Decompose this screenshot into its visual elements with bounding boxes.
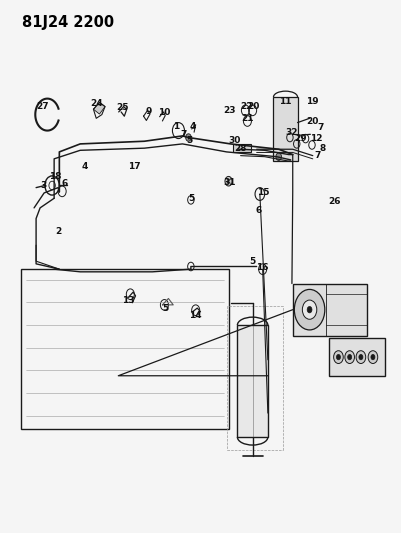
Circle shape bbox=[356, 351, 366, 364]
Text: 25: 25 bbox=[116, 103, 129, 112]
Circle shape bbox=[186, 134, 191, 141]
Polygon shape bbox=[293, 284, 367, 336]
Text: 7: 7 bbox=[180, 130, 187, 139]
Text: 3: 3 bbox=[40, 181, 47, 190]
Text: 21: 21 bbox=[241, 114, 254, 123]
Text: 11: 11 bbox=[279, 97, 292, 106]
Polygon shape bbox=[93, 102, 105, 114]
Text: 26: 26 bbox=[328, 197, 341, 206]
Circle shape bbox=[359, 354, 363, 360]
Text: 22: 22 bbox=[240, 102, 253, 111]
Circle shape bbox=[307, 306, 312, 313]
Polygon shape bbox=[237, 325, 268, 437]
Text: 10: 10 bbox=[158, 109, 170, 117]
Circle shape bbox=[336, 354, 340, 360]
Text: 5: 5 bbox=[249, 257, 256, 265]
Text: 18: 18 bbox=[49, 173, 62, 181]
Text: 5: 5 bbox=[162, 304, 169, 312]
Text: 7: 7 bbox=[315, 151, 321, 160]
Text: 6: 6 bbox=[255, 206, 262, 214]
Text: 6: 6 bbox=[62, 179, 68, 188]
Text: 5: 5 bbox=[186, 136, 192, 144]
Text: 5: 5 bbox=[188, 194, 194, 203]
Polygon shape bbox=[233, 144, 251, 152]
Text: 15: 15 bbox=[257, 189, 269, 197]
Circle shape bbox=[371, 354, 375, 360]
Text: 12: 12 bbox=[310, 134, 322, 143]
Text: 31: 31 bbox=[223, 178, 236, 187]
Circle shape bbox=[334, 351, 343, 364]
Circle shape bbox=[348, 354, 352, 360]
Text: 19: 19 bbox=[306, 97, 319, 106]
Text: 9: 9 bbox=[145, 108, 152, 116]
Text: 7: 7 bbox=[318, 124, 324, 132]
Text: 28: 28 bbox=[234, 144, 247, 152]
Polygon shape bbox=[329, 338, 385, 376]
Text: 16: 16 bbox=[256, 263, 269, 272]
Circle shape bbox=[294, 289, 325, 330]
Text: 23: 23 bbox=[223, 107, 236, 115]
Text: 30: 30 bbox=[229, 136, 241, 145]
Circle shape bbox=[345, 351, 354, 364]
Text: 4: 4 bbox=[189, 123, 196, 131]
Text: 4: 4 bbox=[82, 162, 88, 171]
Circle shape bbox=[368, 351, 378, 364]
Text: 17: 17 bbox=[128, 162, 141, 171]
Circle shape bbox=[225, 176, 232, 186]
Polygon shape bbox=[273, 97, 298, 161]
Text: 81J24 2200: 81J24 2200 bbox=[22, 15, 114, 30]
Text: 2: 2 bbox=[55, 228, 61, 236]
Text: 29: 29 bbox=[294, 134, 307, 143]
Text: 14: 14 bbox=[189, 311, 202, 320]
Text: 8: 8 bbox=[320, 144, 326, 152]
Text: 20: 20 bbox=[306, 117, 318, 126]
Circle shape bbox=[276, 153, 282, 160]
Text: 20: 20 bbox=[247, 102, 259, 111]
Text: 1: 1 bbox=[173, 123, 180, 131]
Text: 13: 13 bbox=[122, 296, 135, 304]
Circle shape bbox=[302, 300, 317, 319]
Text: 32: 32 bbox=[286, 128, 298, 136]
Text: 24: 24 bbox=[90, 100, 103, 108]
Text: 27: 27 bbox=[36, 102, 49, 111]
